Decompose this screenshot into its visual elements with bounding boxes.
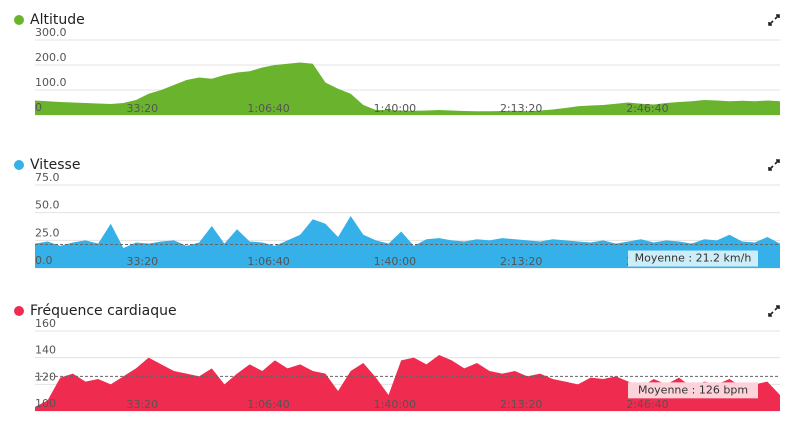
x-tick-label: 1:40:00 xyxy=(374,255,416,268)
y-tick-label: 0.0 xyxy=(35,254,53,267)
annotation-box xyxy=(628,250,758,267)
x-tick-label: 2:46:40 xyxy=(626,102,668,115)
expand-icon[interactable] xyxy=(768,159,780,171)
y-tick-label: 50.0 xyxy=(35,199,60,212)
y-tick-label: 300.0 xyxy=(35,26,67,39)
expand-icon[interactable] xyxy=(768,14,780,26)
y-tick-label: 200.0 xyxy=(35,51,67,64)
annotation-box xyxy=(628,382,758,399)
expand-arrow xyxy=(768,14,780,26)
x-tick-label: 33:20 xyxy=(126,398,158,411)
expand-arrow xyxy=(768,159,780,171)
y-tick-label: 140 xyxy=(35,344,56,357)
annotation: Moyenne : 21.2 km/h xyxy=(635,252,752,265)
y-tick-label: 25.0 xyxy=(35,226,60,239)
x-tick-label: 1:06:40 xyxy=(247,255,289,268)
x-tick-label: 1:40:00 xyxy=(374,398,416,411)
y-tick-label: 160 xyxy=(35,317,56,330)
area xyxy=(35,355,780,411)
x-tick-label: 1:06:40 xyxy=(247,102,289,115)
legend-dot xyxy=(14,15,24,25)
chart-title: Altitude xyxy=(30,12,85,28)
x-tick-label: 1:06:40 xyxy=(247,398,289,411)
y-tick-label: 100.0 xyxy=(35,76,67,89)
chart-title: Fréquence cardiaque xyxy=(30,303,177,319)
annotation: Moyenne : 126 bpm xyxy=(638,383,748,396)
area xyxy=(35,215,780,268)
legend-dot xyxy=(14,306,24,316)
x-tick-label: 33:20 xyxy=(126,255,158,268)
chart-title: Vitesse xyxy=(30,157,80,173)
x-tick-label: 33:20 xyxy=(126,102,158,115)
y-tick-label: 0 xyxy=(35,101,42,114)
x-tick-label: 2:13:20 xyxy=(500,102,542,115)
x-tick-label: 2:13:20 xyxy=(500,255,542,268)
x-tick-label: 2:13:20 xyxy=(500,398,542,411)
expand-arrow xyxy=(768,305,780,317)
x-tick-label: 2:46:40 xyxy=(626,398,668,411)
legend-dot xyxy=(14,160,24,170)
area xyxy=(35,62,780,115)
y-tick-label: 100 xyxy=(35,397,56,410)
expand-icon[interactable] xyxy=(768,305,780,317)
y-tick-label: 75.0 xyxy=(35,171,60,184)
x-tick-label: 1:40:00 xyxy=(374,102,416,115)
